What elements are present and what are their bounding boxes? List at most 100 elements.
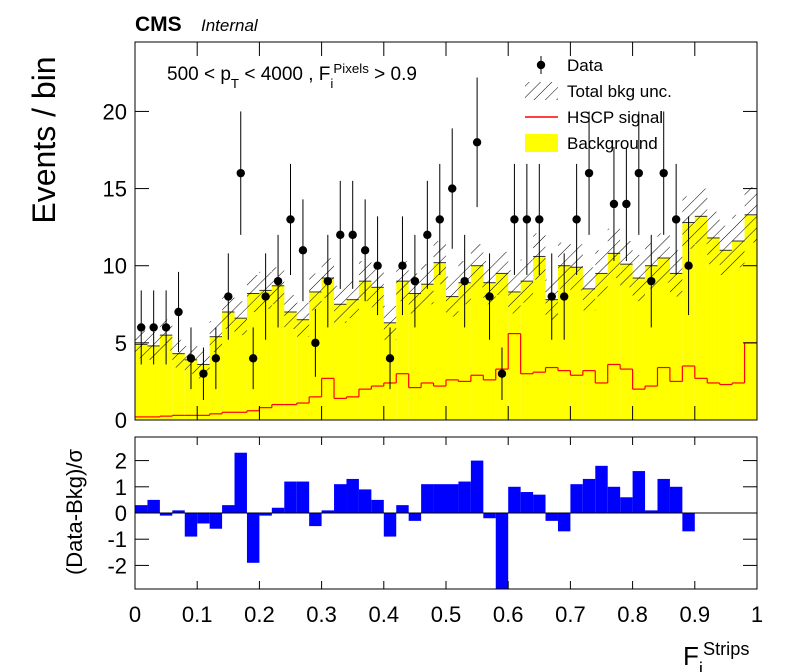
legend-marker bbox=[525, 134, 558, 152]
pull-bar bbox=[259, 513, 272, 516]
y-tick-label: 10 bbox=[103, 254, 127, 279]
pull-bar bbox=[147, 499, 160, 513]
pull-bar bbox=[682, 513, 695, 532]
y-axis-title: (Data-Bkg)/σ bbox=[62, 449, 87, 575]
background-bar bbox=[645, 265, 658, 420]
data-point bbox=[572, 215, 581, 224]
background-bar bbox=[396, 281, 409, 420]
data-point bbox=[323, 276, 333, 286]
pull-bar bbox=[570, 484, 583, 513]
pull-bar bbox=[346, 478, 359, 513]
x-axis-title: FiStrips bbox=[683, 639, 749, 672]
background-bar bbox=[259, 290, 272, 420]
unc-band bbox=[508, 270, 521, 314]
background-bar bbox=[222, 312, 235, 420]
data-point bbox=[622, 199, 631, 209]
pull-bar bbox=[172, 510, 185, 513]
pull-bar bbox=[284, 481, 297, 513]
x-tick-label: 0.5 bbox=[431, 602, 462, 627]
background-bar bbox=[172, 353, 185, 420]
data-point bbox=[161, 323, 171, 332]
background-bar bbox=[446, 296, 459, 420]
background-bar bbox=[296, 319, 310, 420]
unc-band bbox=[234, 301, 247, 336]
pull-bar bbox=[508, 486, 521, 513]
background-bar bbox=[371, 287, 384, 420]
annotation-part: 500 < p bbox=[167, 64, 231, 85]
y-tick-label: -1 bbox=[107, 527, 127, 552]
y-tick-label: 5 bbox=[115, 331, 127, 356]
annotation-part: < 4000 , F bbox=[239, 64, 330, 85]
data-point bbox=[398, 261, 407, 270]
legend-label: Data bbox=[567, 56, 603, 75]
background-bar bbox=[607, 253, 621, 420]
pull-bar bbox=[470, 460, 484, 513]
legend-marker bbox=[525, 82, 558, 100]
pull-bar bbox=[595, 465, 608, 513]
data-point bbox=[373, 261, 382, 270]
x-tick-label: 0.6 bbox=[493, 602, 524, 627]
x-tick-label: 0.1 bbox=[182, 602, 213, 627]
background-bar bbox=[744, 214, 757, 420]
data-point bbox=[559, 292, 569, 301]
data-point bbox=[199, 369, 208, 378]
data-point bbox=[485, 292, 494, 301]
background-bar bbox=[234, 318, 247, 420]
pull-bar bbox=[582, 478, 596, 513]
data-point bbox=[149, 323, 158, 332]
data-point bbox=[522, 215, 532, 224]
data-point bbox=[273, 276, 283, 286]
data-point bbox=[634, 168, 644, 178]
background-bar bbox=[632, 278, 646, 420]
pull-bar bbox=[657, 478, 670, 513]
pull-bar bbox=[533, 494, 546, 513]
background-bar bbox=[669, 273, 683, 420]
data-point bbox=[286, 215, 295, 224]
data-point bbox=[348, 230, 357, 240]
background-bar bbox=[495, 273, 509, 420]
annotation-part: T bbox=[231, 76, 239, 91]
background-bar bbox=[719, 250, 733, 420]
unc-band bbox=[582, 267, 596, 311]
background-bar bbox=[458, 282, 471, 420]
x-tick-label: 0.4 bbox=[369, 602, 400, 627]
background-bar bbox=[483, 282, 496, 420]
pull-bar bbox=[321, 510, 335, 513]
data-point bbox=[311, 338, 320, 348]
annotation-part: Pixels bbox=[333, 61, 369, 76]
background-bar bbox=[657, 258, 670, 420]
x-tick-label: 0 bbox=[129, 602, 141, 627]
data-point bbox=[298, 246, 308, 255]
background-bar bbox=[508, 291, 521, 420]
unc-band bbox=[383, 305, 397, 340]
unc-band bbox=[470, 244, 484, 288]
pull-bar bbox=[234, 452, 247, 513]
unc-band bbox=[632, 254, 646, 302]
pull-bar bbox=[669, 486, 683, 513]
pull-bar bbox=[383, 513, 397, 537]
background-bar bbox=[408, 293, 422, 420]
experiment-label: CMS bbox=[135, 13, 182, 36]
background-bar bbox=[159, 335, 173, 420]
background-bar bbox=[545, 299, 558, 420]
pull-bar bbox=[495, 513, 509, 589]
background-bar bbox=[147, 345, 160, 420]
data-point bbox=[671, 215, 681, 224]
background-bar bbox=[135, 344, 148, 420]
background-bar bbox=[694, 216, 708, 420]
pull-bar bbox=[645, 510, 658, 513]
background-bar bbox=[570, 267, 583, 420]
data-point bbox=[497, 369, 507, 378]
background-bar bbox=[271, 285, 285, 420]
x-axis-title-part: i bbox=[699, 659, 703, 672]
data-point bbox=[336, 230, 345, 240]
x-tick-label: 0.9 bbox=[680, 602, 711, 627]
unc-band bbox=[719, 225, 733, 275]
background-bar bbox=[557, 265, 571, 420]
y-tick-label: 0 bbox=[115, 501, 127, 526]
x-tick-label: 0.7 bbox=[555, 602, 586, 627]
pull-bar bbox=[607, 486, 621, 513]
pull-bar bbox=[135, 505, 148, 513]
data-point bbox=[684, 261, 693, 270]
